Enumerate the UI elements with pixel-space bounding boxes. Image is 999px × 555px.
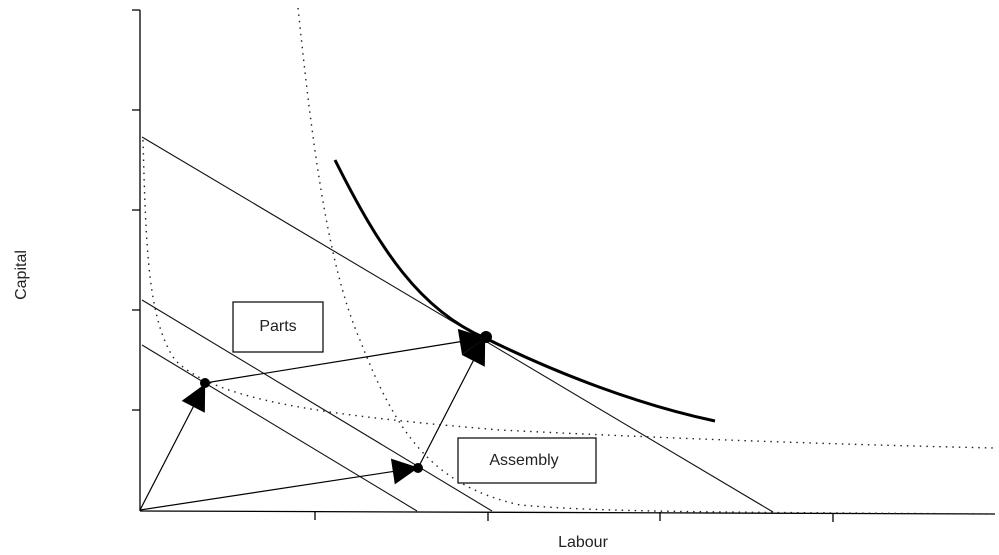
y-axis-label: Capital [13,250,30,300]
y-ticks [132,9,140,411]
parts-label: Parts [259,318,296,335]
assembly-box [457,437,597,484]
assembly-label: Assembly [489,452,558,469]
arrow [139,458,419,511]
arrows [139,328,486,511]
arrow [204,328,486,384]
point [480,331,492,343]
isoquant-thick [333,159,716,423]
isoquant-dotted [297,7,991,515]
parts-box [232,301,324,353]
arrow [417,337,486,469]
x-axis [139,510,996,515]
point [413,463,423,473]
isocost-line [141,299,493,512]
points [200,331,492,473]
arrow [139,383,206,511]
isoquant-dotted [142,139,996,449]
x-axis-label: Labour [558,534,608,551]
x-ticks [314,511,834,522]
isoquants [142,7,996,515]
isocost-line [141,344,418,512]
axes [132,9,996,522]
point [200,378,210,388]
